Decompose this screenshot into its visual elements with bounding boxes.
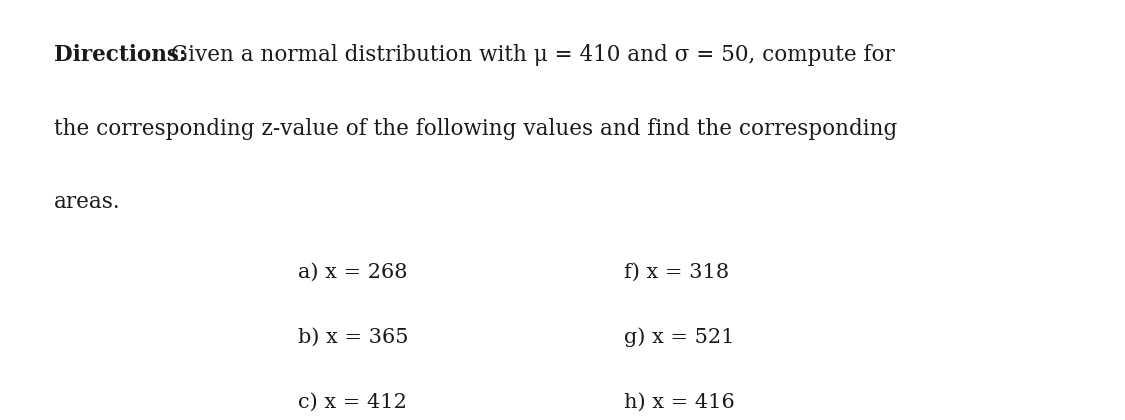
Text: c) x = 412: c) x = 412: [298, 393, 407, 412]
Text: the corresponding z-value of the following values and find the corresponding: the corresponding z-value of the followi…: [54, 118, 898, 139]
Text: h) x = 416: h) x = 416: [624, 393, 735, 412]
Text: b) x = 365: b) x = 365: [298, 328, 408, 346]
Text: areas.: areas.: [54, 191, 120, 213]
Text: f) x = 318: f) x = 318: [624, 262, 729, 281]
Text: Directions:: Directions:: [54, 44, 187, 66]
Text: a) x = 268: a) x = 268: [298, 262, 407, 281]
Text: Given a normal distribution with μ = 410 and σ = 50, compute for: Given a normal distribution with μ = 410…: [164, 44, 896, 66]
Text: g) x = 521: g) x = 521: [624, 328, 735, 347]
